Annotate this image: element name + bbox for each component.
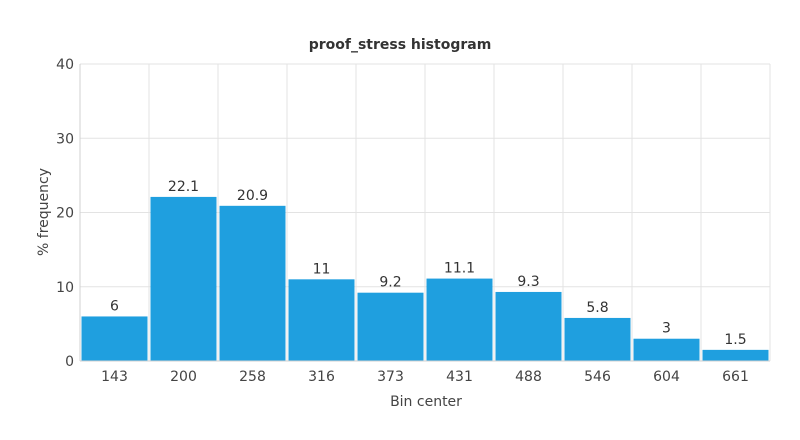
bar-value-label: 6 [110,298,119,314]
x-tick-label: 373 [377,369,404,385]
y-tick-label: 40 [56,57,74,73]
bar [219,205,286,361]
bar [357,292,424,361]
bar-value-label: 5.8 [586,300,608,316]
x-tick-label: 258 [239,369,266,385]
labels-layer: 0 10 20 30 40 6 143 22.1 200 20.9 258 11 316 9.2 373 11… [56,57,749,385]
bar-value-label: 9.2 [379,275,401,291]
bar [81,316,148,361]
bar-value-label: 1.5 [724,332,746,348]
y-tick-label: 20 [56,206,74,222]
bar-value-label: 11.1 [444,261,475,277]
bar-value-label: 3 [662,321,671,337]
x-tick-label: 488 [515,369,542,385]
x-tick-label: 143 [101,369,128,385]
x-tick-label: 546 [584,369,611,385]
x-axis-label: Bin center [390,394,462,410]
y-tick-label: 0 [65,354,74,370]
x-tick-label: 200 [170,369,197,385]
bar [702,349,769,361]
x-tick-label: 316 [308,369,335,385]
y-tick-label: 30 [56,131,74,147]
bar [150,196,217,361]
bar [633,338,700,361]
x-tick-label: 431 [446,369,473,385]
x-tick-label: 661 [722,369,749,385]
y-axis-label: % frequency [36,168,52,256]
bar [564,317,631,361]
bar-value-label: 22.1 [168,179,199,195]
y-tick-label: 10 [56,280,74,296]
x-tick-label: 604 [653,369,680,385]
axis-layer [79,64,770,362]
grid-layer [79,63,771,361]
bar-value-label: 9.3 [517,274,539,290]
bar-value-label: 20.9 [237,188,268,204]
chart-title: proof_stress histogram [309,37,492,53]
bar-value-label: 11 [313,261,331,277]
bar [426,278,493,361]
bar [288,279,355,361]
bars-layer [81,196,769,361]
bar [495,291,562,361]
